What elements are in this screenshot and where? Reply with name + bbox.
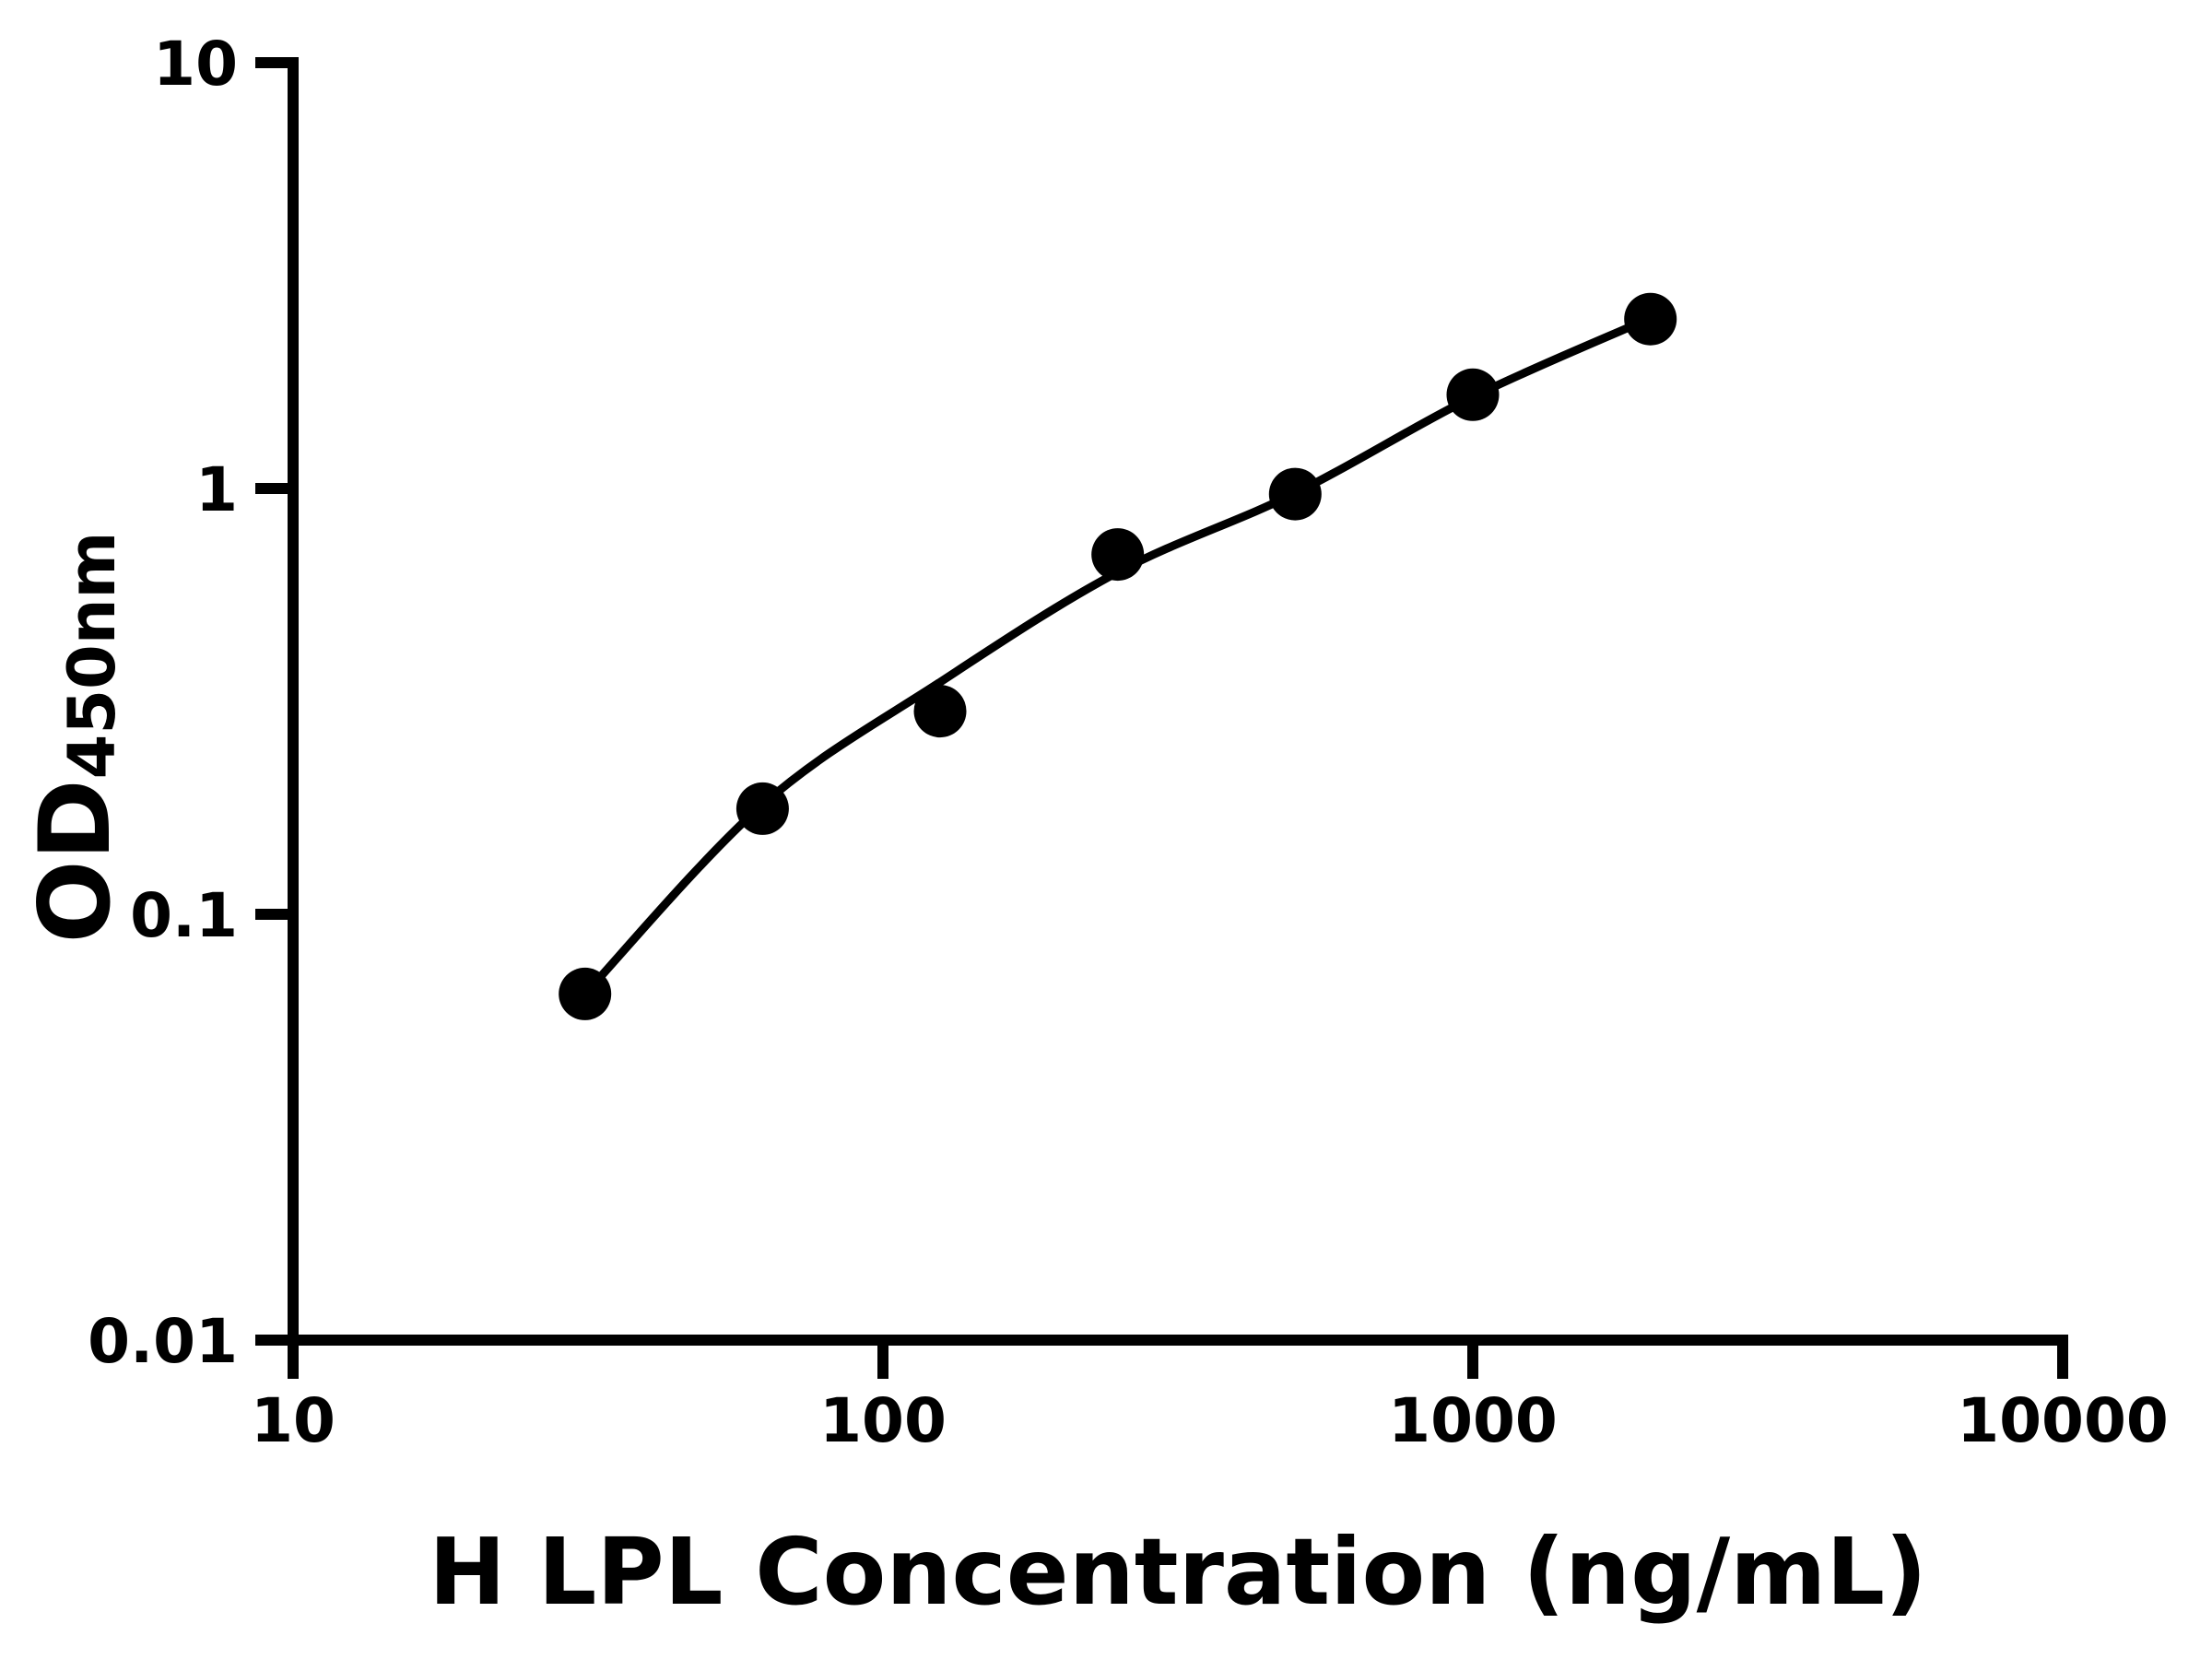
y-axis-title: OD450nm (18, 531, 132, 943)
x-tick-label: 10000 (1957, 1385, 2169, 1456)
data-point (1268, 467, 1322, 521)
y-tick-label: 10 (153, 29, 238, 100)
y-axis-title-subscript: 450nm (54, 531, 130, 779)
data-point (1446, 368, 1500, 421)
data-point (913, 685, 967, 738)
data-point (735, 782, 789, 835)
x-tick-label: 1000 (1388, 1385, 1558, 1456)
data-point (1624, 292, 1677, 346)
x-axis-title: H LPL Concentration (ng/mL) (429, 1518, 1927, 1626)
data-point (1091, 528, 1145, 582)
y-axis-title-main: OD (18, 779, 132, 943)
data-point (559, 967, 612, 1020)
y-tick-label: 0.01 (88, 1306, 238, 1377)
fit-curve (581, 313, 1655, 998)
y-tick-label: 1 (195, 454, 238, 525)
x-tick-label: 10 (251, 1385, 335, 1456)
data-layer (559, 292, 1677, 1020)
y-tick-label: 0.1 (130, 880, 238, 951)
x-tick-label: 100 (819, 1385, 947, 1456)
